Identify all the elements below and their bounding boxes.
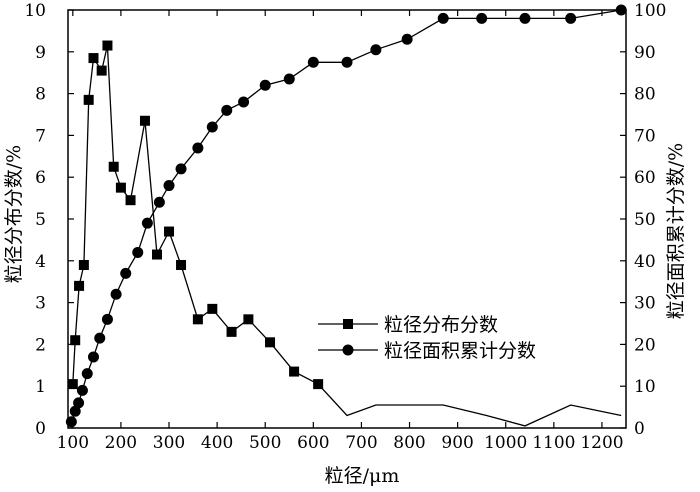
square-point [125,195,136,206]
plot-frame [67,9,627,429]
circle-point [221,104,233,116]
square-point [102,40,113,51]
square-point [265,337,276,348]
circle-point [370,44,382,56]
left-y-tick-label: 10 [24,1,46,21]
circle-point [565,12,577,24]
left-y-tick-label: 3 [35,294,46,314]
right-axis-title: 粒径面积累计分数/% [665,143,687,319]
square-point [70,335,81,346]
circle-point [153,196,165,208]
right-y-tick-label: 10 [634,377,656,397]
square-point [164,226,175,237]
circle-point [132,246,144,258]
circle-point [476,12,488,24]
circle-point [94,332,106,344]
right-y-tick-label: 100 [634,1,666,21]
circle-point [76,384,88,396]
right-y-tick-label: 60 [634,168,656,188]
square-point [207,303,218,314]
x-tick-label: 300 [153,433,185,453]
x-tick-label: 1000 [484,433,527,453]
right-y-tick-label: 30 [634,294,656,314]
square-point [96,65,107,76]
left-y-tick-label: 4 [35,252,46,272]
circle-point [401,33,413,45]
plot-area: 100 200 300 400 500 600 700 800 900 1000 1100 12000… [24,1,666,453]
circle-point [259,79,271,91]
left-y-tick-label: 8 [35,85,46,105]
x-tick-label: 1100 [532,433,575,453]
circle-point [73,397,85,409]
left-y-tick-label: 1 [35,377,46,397]
x-tick-label: 600 [297,433,329,453]
square-point [67,379,78,390]
x-tick-label: 500 [249,433,281,453]
x-tick-label: 200 [105,433,137,453]
square-point [151,249,162,260]
square-point [192,314,203,325]
square-point [108,161,119,172]
left-y-tick-label: 2 [35,335,46,355]
circle-point [141,217,153,229]
x-tick-label: 400 [201,433,233,453]
x-tick-label: 100 [57,433,89,453]
x-tick-label: 1200 [580,433,623,453]
circle-point [87,351,99,363]
right-y-tick-label: 20 [634,335,656,355]
left-y-tick-label: 7 [35,126,46,146]
circle-point [519,12,531,24]
right-y-tick-label: 40 [634,252,656,272]
x-tick-label: 800 [393,433,425,453]
circle-point [437,12,449,24]
circle-point [110,288,122,300]
circle-point [615,4,627,16]
square-point [176,259,187,270]
circle-point [206,121,218,133]
square-point [226,326,237,337]
circle-point [341,56,353,68]
right-y-tick-label: 0 [634,419,645,439]
square-point [243,314,254,325]
circle-point [69,405,81,417]
x-tick-label: 700 [345,433,377,453]
left-axis-title: 粒径分布分数/% [3,145,25,283]
series-1-line [317,383,622,427]
legend-label: 粒径面积累计分数 [384,340,536,362]
left-y-tick-label: 9 [35,43,46,63]
square-point [289,366,300,377]
left-y-tick-label: 0 [35,419,46,439]
circle-point [163,180,175,192]
right-y-tick-label: 90 [634,43,656,63]
legend-square-marker [343,319,353,329]
circle-point [283,73,295,85]
left-y-tick-label: 5 [35,210,46,230]
square-point [139,115,150,126]
x-tick-label: 900 [441,433,473,453]
circle-point [175,163,187,175]
circle-point [307,56,319,68]
left-y-tick-label: 6 [35,168,46,188]
right-y-tick-label: 70 [634,126,656,146]
right-y-tick-label: 80 [634,85,656,105]
right-y-tick-label: 50 [634,210,656,230]
circle-point [120,267,132,279]
square-point [83,94,94,105]
square-point [74,280,85,291]
series-0-line [72,45,319,385]
x-axis-title: 粒径/μm [325,465,400,487]
square-point [88,53,99,64]
circle-point [65,416,77,428]
square-point [115,182,126,193]
circle-point [238,96,250,108]
circle-point [101,313,113,325]
legend-label: 粒径分布分数 [384,314,498,336]
circle-point [81,368,93,380]
circle-point [192,142,204,154]
square-point [78,259,89,270]
legend-circle-marker [342,344,354,356]
